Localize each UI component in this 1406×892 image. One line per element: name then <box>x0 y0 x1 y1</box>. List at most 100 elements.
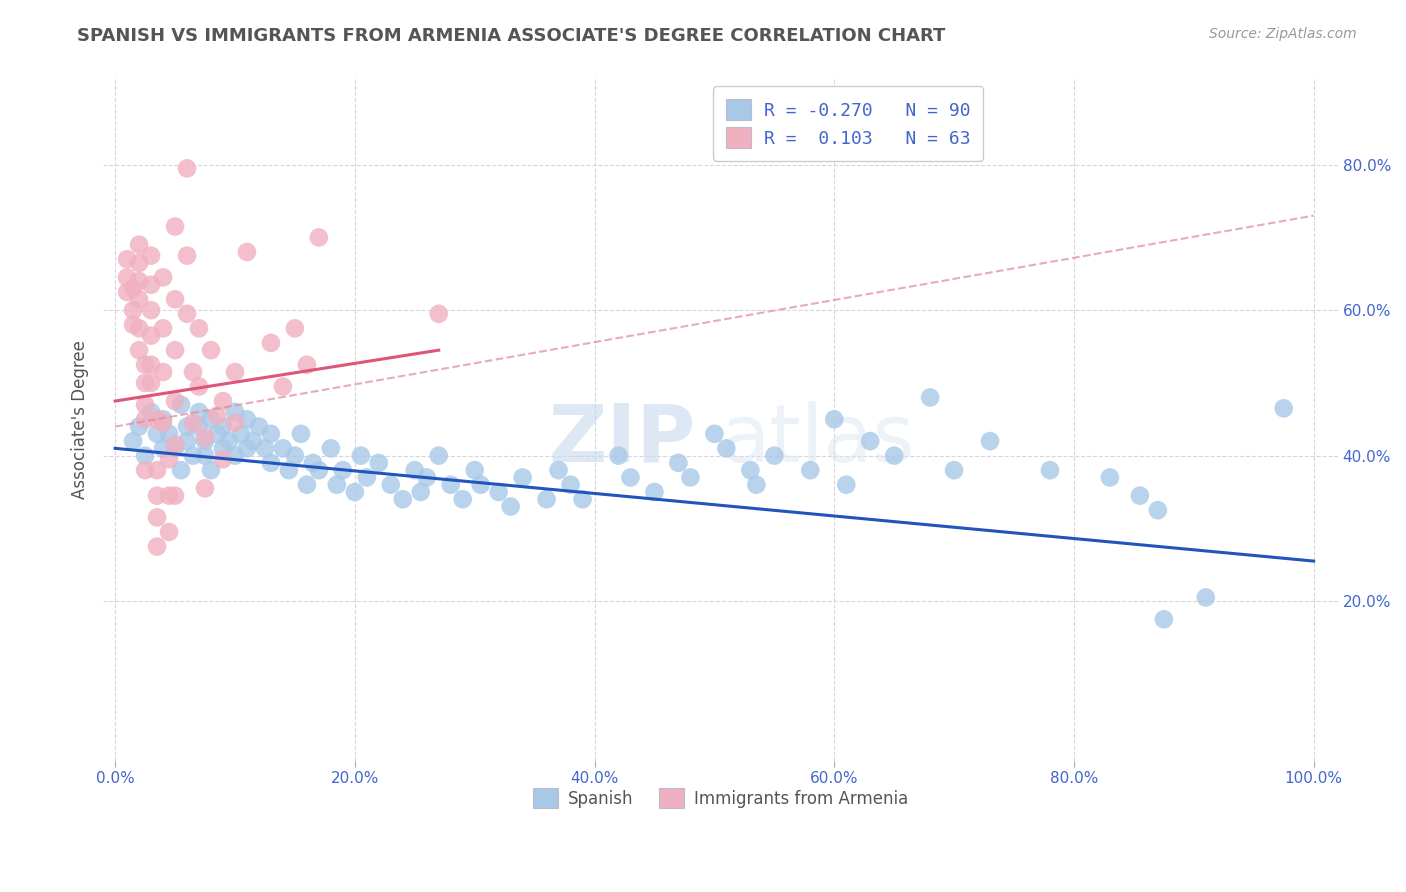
Point <box>979 434 1001 448</box>
Point <box>464 463 486 477</box>
Point <box>236 412 259 426</box>
Point <box>194 430 217 444</box>
Point <box>356 470 378 484</box>
Point <box>152 365 174 379</box>
Text: ZIP: ZIP <box>548 401 696 479</box>
Point <box>115 270 138 285</box>
Point <box>409 485 432 500</box>
Point <box>146 489 169 503</box>
Point <box>157 489 180 503</box>
Point <box>200 343 222 358</box>
Point <box>170 398 193 412</box>
Point <box>205 409 228 423</box>
Point <box>260 426 283 441</box>
Text: atlas: atlas <box>720 401 915 479</box>
Point <box>134 463 156 477</box>
Point <box>451 492 474 507</box>
Point <box>799 463 821 477</box>
Point <box>139 405 162 419</box>
Point <box>236 442 259 456</box>
Point <box>416 470 439 484</box>
Point <box>740 463 762 477</box>
Point <box>290 426 312 441</box>
Point <box>157 452 180 467</box>
Point <box>703 426 725 441</box>
Point <box>139 277 162 292</box>
Point <box>188 405 211 419</box>
Point <box>176 307 198 321</box>
Point <box>260 456 283 470</box>
Point <box>404 463 426 477</box>
Point <box>176 419 198 434</box>
Point <box>200 463 222 477</box>
Point <box>224 365 246 379</box>
Point <box>146 412 169 426</box>
Point <box>619 470 641 484</box>
Point <box>170 463 193 477</box>
Point <box>134 358 156 372</box>
Point <box>139 303 162 318</box>
Point <box>188 419 211 434</box>
Text: SPANISH VS IMMIGRANTS FROM ARMENIA ASSOCIATE'S DEGREE CORRELATION CHART: SPANISH VS IMMIGRANTS FROM ARMENIA ASSOC… <box>77 27 946 45</box>
Point <box>547 463 569 477</box>
Point <box>139 358 162 372</box>
Point <box>380 477 402 491</box>
Point <box>427 307 450 321</box>
Text: Source: ZipAtlas.com: Source: ZipAtlas.com <box>1209 27 1357 41</box>
Point <box>350 449 373 463</box>
Point <box>134 398 156 412</box>
Point <box>391 492 413 507</box>
Point <box>163 489 186 503</box>
Point <box>271 442 294 456</box>
Point <box>181 449 204 463</box>
Point <box>163 438 186 452</box>
Point <box>1153 612 1175 626</box>
Point <box>146 540 169 554</box>
Point <box>308 230 330 244</box>
Point <box>488 485 510 500</box>
Point <box>157 524 180 539</box>
Point <box>181 365 204 379</box>
Point <box>943 463 966 477</box>
Point <box>332 463 354 477</box>
Point <box>152 270 174 285</box>
Point <box>146 463 169 477</box>
Point <box>212 419 235 434</box>
Point <box>122 281 145 295</box>
Point <box>176 161 198 176</box>
Point <box>859 434 882 448</box>
Point <box>920 391 942 405</box>
Point <box>218 434 240 448</box>
Point <box>152 321 174 335</box>
Point <box>128 256 150 270</box>
Point <box>295 477 318 491</box>
Point <box>152 412 174 426</box>
Point <box>1272 401 1295 416</box>
Point <box>194 434 217 448</box>
Point <box>224 416 246 430</box>
Point <box>343 485 366 500</box>
Point <box>284 449 307 463</box>
Point <box>367 456 389 470</box>
Point <box>128 237 150 252</box>
Point <box>607 449 630 463</box>
Point <box>253 442 276 456</box>
Point <box>139 376 162 390</box>
Point <box>212 442 235 456</box>
Point <box>194 449 217 463</box>
Point <box>277 463 299 477</box>
Point <box>181 416 204 430</box>
Point <box>128 343 150 358</box>
Point <box>668 456 690 470</box>
Point <box>1098 470 1121 484</box>
Point <box>308 463 330 477</box>
Point <box>440 477 463 491</box>
Point <box>163 343 186 358</box>
Point <box>763 449 786 463</box>
Point <box>284 321 307 335</box>
Point <box>163 219 186 234</box>
Point <box>1147 503 1170 517</box>
Point <box>176 434 198 448</box>
Point <box>134 412 156 426</box>
Point <box>823 412 845 426</box>
